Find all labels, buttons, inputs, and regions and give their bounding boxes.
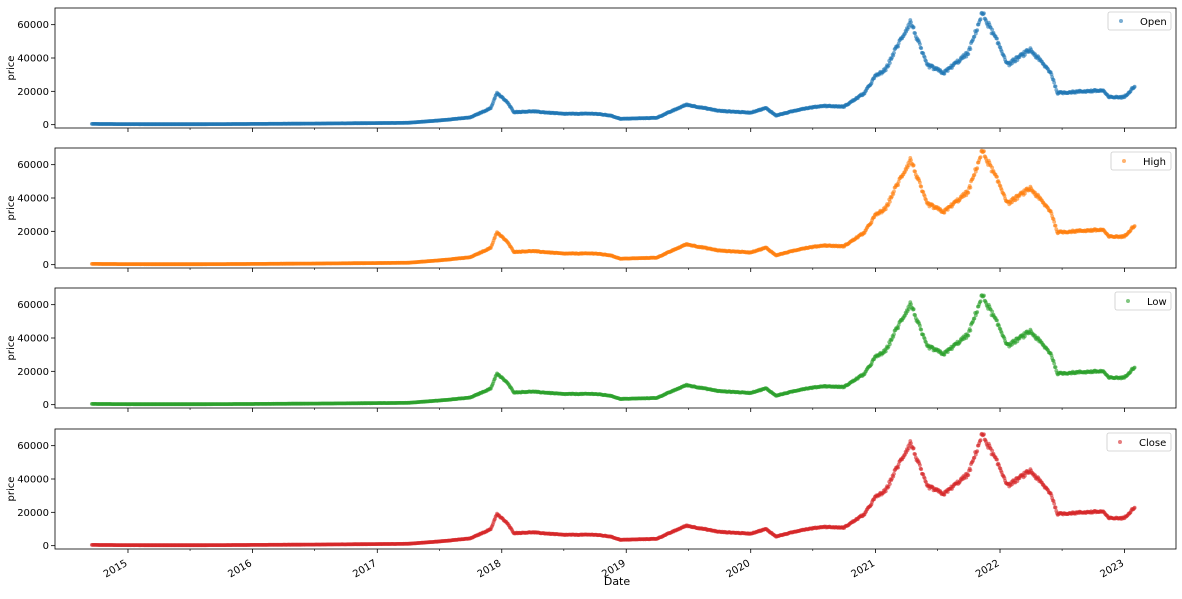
subplot-open: 0 20000 40000 60000 price Open — [6, 8, 1176, 132]
data-point — [975, 310, 979, 314]
y-tick-label: 20000 — [17, 508, 49, 519]
axes-frame — [55, 148, 1176, 268]
legend-label: Low — [1147, 297, 1167, 308]
subplot-high: 0 20000 40000 60000 price High — [6, 148, 1176, 272]
data-point — [982, 294, 986, 298]
y-tick-label: 60000 — [17, 300, 49, 311]
y-tick-label: 20000 — [17, 227, 49, 238]
data-point — [912, 307, 916, 311]
data-point — [982, 11, 986, 15]
data-point — [1052, 362, 1056, 366]
data-point — [919, 185, 923, 189]
series-high-points — [90, 149, 1137, 266]
data-point — [896, 183, 900, 187]
y-tick-label: 40000 — [17, 54, 49, 65]
y-tick-label: 40000 — [17, 194, 49, 205]
data-point — [966, 334, 970, 338]
data-point — [909, 20, 913, 24]
y-tick-label: 20000 — [17, 87, 49, 98]
data-point — [918, 324, 922, 328]
data-point — [1133, 366, 1137, 370]
data-point — [892, 190, 896, 194]
data-point — [1054, 224, 1058, 228]
data-point — [1054, 85, 1058, 89]
legend: High — [1111, 152, 1171, 170]
data-point — [1052, 220, 1056, 224]
data-point — [979, 17, 983, 21]
data-point — [896, 45, 900, 49]
legend-label: High — [1143, 157, 1166, 168]
data-point — [969, 47, 973, 51]
y-axis-label: price — [6, 56, 17, 81]
legend: Low — [1115, 292, 1171, 310]
y-axis-label: price — [6, 477, 17, 502]
data-point — [888, 61, 892, 65]
axes-frame — [55, 8, 1176, 128]
y-tick-label: 20000 — [17, 367, 49, 378]
legend-marker — [1126, 299, 1130, 303]
data-point — [990, 166, 994, 170]
data-point — [975, 28, 979, 32]
series-open-points — [90, 11, 1137, 126]
data-point — [919, 328, 923, 332]
axes-frame — [55, 288, 1176, 408]
y-axis-label: price — [6, 336, 17, 361]
y-tick-label: 0 — [43, 120, 49, 131]
data-point — [888, 342, 892, 346]
legend: Open — [1108, 12, 1171, 30]
data-point — [918, 181, 922, 185]
data-point — [919, 46, 923, 50]
data-point — [909, 158, 913, 162]
data-point — [1054, 365, 1058, 369]
data-point — [966, 191, 970, 195]
y-tick-label: 60000 — [17, 441, 49, 452]
data-point — [995, 319, 999, 323]
data-point — [912, 25, 916, 29]
subplot-panels: 0 20000 40000 60000 price Open 0 20000 40000 6000… — [6, 8, 1176, 553]
y-tick-label: 0 — [43, 541, 49, 552]
data-point — [1052, 81, 1056, 85]
y-tick-label: 40000 — [17, 475, 49, 486]
axes-frame — [55, 429, 1176, 549]
data-point — [1133, 224, 1137, 228]
y-tick-label: 0 — [43, 260, 49, 271]
data-point — [912, 163, 916, 167]
data-point — [975, 166, 979, 170]
data-point — [969, 329, 973, 333]
data-point — [884, 68, 888, 72]
data-point — [909, 302, 913, 306]
y-tick-label: 40000 — [17, 334, 49, 345]
series-low-points — [90, 293, 1137, 406]
data-point — [884, 350, 888, 354]
data-point — [995, 37, 999, 41]
data-point — [966, 52, 970, 56]
data-point — [1133, 85, 1137, 89]
data-point — [995, 175, 999, 179]
data-point — [913, 170, 917, 174]
series-close-points — [90, 432, 1137, 547]
y-tick-label: 60000 — [17, 20, 49, 31]
data-point — [979, 299, 983, 303]
y-axis-label: price — [6, 196, 17, 221]
legend-marker — [1119, 19, 1123, 23]
data-point — [913, 31, 917, 35]
data-point — [918, 42, 922, 46]
y-tick-label: 0 — [43, 400, 49, 411]
data-point — [884, 207, 888, 211]
data-point — [888, 200, 892, 204]
data-point — [896, 326, 900, 330]
data-point — [969, 186, 973, 190]
data-point — [979, 155, 983, 159]
y-tick-label: 60000 — [17, 160, 49, 171]
data-point — [982, 149, 986, 153]
data-point — [892, 51, 896, 55]
legend-label: Open — [1140, 17, 1167, 28]
legend-marker — [1122, 159, 1126, 163]
data-point — [892, 332, 896, 336]
subplot-low: 0 20000 40000 60000 price Low — [6, 288, 1176, 412]
